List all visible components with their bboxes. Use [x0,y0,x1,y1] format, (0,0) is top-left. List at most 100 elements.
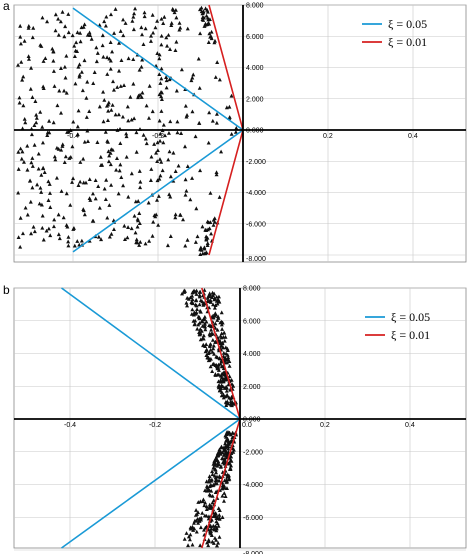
scatter-point [220,340,225,345]
scatter-point [152,142,157,146]
scatter-point [186,543,191,548]
scatter-point [105,139,110,143]
scatter-point [72,243,77,248]
scatter-point [204,513,209,518]
scatter-point [54,175,59,180]
scatter-point [51,69,56,73]
scatter-point [119,175,124,180]
scatter-point [56,16,61,21]
scatter-point [122,223,127,228]
scatter-point [190,176,195,180]
scatter-point [175,130,180,135]
scatter-point [71,176,76,181]
scatter-point [108,58,113,63]
scatter-point [51,224,56,229]
scatter-point [26,57,31,61]
scatter-point [61,215,66,220]
scatter-point [224,403,229,407]
scatter-point [136,93,141,98]
scatter-point [204,348,209,352]
scatter-point [209,34,214,39]
scatter-point [102,19,107,24]
scatter-point [200,11,205,16]
scatter-point [42,170,47,175]
scatter-point [203,500,208,505]
scatter-point [222,478,227,483]
scatter-point [219,373,224,378]
scatter-point [64,90,69,95]
scatter-point [213,524,218,528]
scatter-point [134,237,139,242]
scatter-point [124,154,129,159]
scatter-point [38,185,43,190]
scatter-point [56,32,61,37]
scatter-point [193,302,198,307]
scatter-point [114,167,119,172]
scatter-point [184,531,189,535]
scatter-point [81,24,86,29]
scatter-point [193,512,198,517]
scatter-point [28,199,33,204]
scatter-point [221,350,226,355]
scatter-point [134,240,139,245]
scatter-point [226,444,231,449]
scatter-point [41,237,46,242]
scatter-point [134,130,139,135]
scatter-point [118,29,123,33]
scatter-point [132,213,137,218]
scatter-point [117,168,122,173]
scatter-point [105,55,110,60]
scatter-point [200,224,205,229]
scatter-point [182,536,187,541]
scatter-point [173,212,178,217]
scatter-point [218,378,223,383]
scatter-point [227,104,232,109]
scatter-point [166,130,171,135]
scatter-point [72,43,77,48]
scatter-point [196,322,201,327]
scatter-point [18,146,23,151]
scatter-point [233,129,238,134]
y-tick-label: 0.000 [243,417,261,424]
legend-label: ξ = 0.01 [388,35,427,49]
scatter-point [41,59,46,63]
scatter-point [211,346,216,351]
scatter-point [189,311,194,316]
scatter-point [201,343,206,348]
y-tick-label: 6.000 [243,318,261,325]
scatter-point [117,68,122,73]
scatter-point [222,338,227,343]
scatter-point [223,375,228,380]
scatter-point [155,197,160,202]
scatter-point [217,508,222,513]
scatter-point [195,307,200,312]
scatter-point [147,238,152,243]
scatter-point [197,120,202,125]
scatter-point [155,18,160,23]
scatter-point [178,25,183,30]
scatter-point [169,23,174,28]
scatter-point [106,100,111,105]
scatter-point [45,133,50,137]
scatter-point [95,140,100,144]
scatter-point [226,401,231,406]
scatter-point [157,118,162,123]
scatter-point [94,59,99,64]
scatter-point [193,311,198,316]
scatter-point [188,526,193,531]
scatter-point [32,123,37,127]
scatter-point [184,188,189,193]
scatter-point [188,197,193,202]
scatter-point [212,305,217,310]
y-tick-label: -2.000 [246,159,266,166]
scatter-point [105,215,110,220]
scatter-point [30,156,35,160]
scatter-point [57,88,62,93]
scatter-point [227,359,232,364]
scatter-point [184,300,189,305]
scatter-point [85,139,90,144]
scatter-point [58,66,63,70]
scatter-point [222,330,227,335]
scatter-point [159,33,164,38]
scatter-point [198,289,203,294]
